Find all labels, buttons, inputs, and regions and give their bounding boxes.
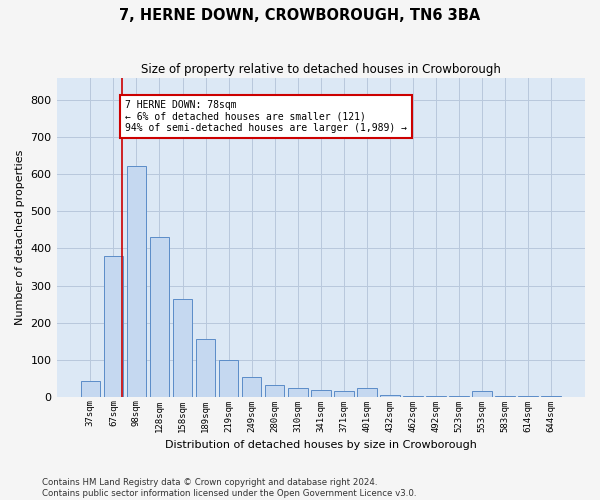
Bar (80, 381, 100, 396)
Bar (357, 388, 377, 396)
Bar (311, 390, 331, 396)
Bar (173, 299, 193, 396)
X-axis label: Distribution of detached houses by size in Crowborough: Distribution of detached houses by size … (165, 440, 477, 450)
Bar (149, 238, 169, 396)
Text: Contains HM Land Registry data © Crown copyright and database right 2024.
Contai: Contains HM Land Registry data © Crown c… (42, 478, 416, 498)
Text: 7, HERNE DOWN, CROWBOROUGH, TN6 3BA: 7, HERNE DOWN, CROWBOROUGH, TN6 3BA (119, 8, 481, 22)
Bar (242, 378, 262, 396)
Title: Size of property relative to detached houses in Crowborough: Size of property relative to detached ho… (141, 62, 501, 76)
Bar (219, 360, 238, 397)
Bar (196, 339, 215, 396)
Bar (104, 256, 123, 396)
Bar (127, 166, 146, 396)
Bar (472, 391, 492, 396)
Text: 7 HERNE DOWN: 78sqm
← 6% of detached houses are smaller (121)
94% of semi-detach: 7 HERNE DOWN: 78sqm ← 6% of detached hou… (125, 100, 407, 134)
Bar (288, 388, 308, 396)
Y-axis label: Number of detached properties: Number of detached properties (15, 150, 25, 325)
Bar (265, 385, 284, 396)
Bar (380, 395, 400, 396)
Bar (334, 391, 353, 396)
